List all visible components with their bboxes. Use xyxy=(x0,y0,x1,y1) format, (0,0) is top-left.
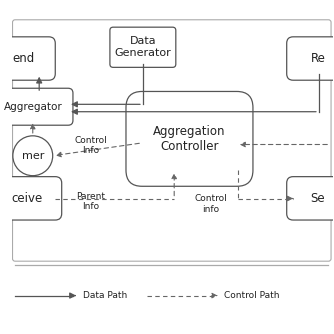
FancyBboxPatch shape xyxy=(12,20,331,261)
FancyBboxPatch shape xyxy=(110,27,176,67)
Text: end: end xyxy=(13,52,35,65)
FancyBboxPatch shape xyxy=(287,177,334,220)
Text: Aggregator: Aggregator xyxy=(4,102,63,112)
Text: Control
Info: Control Info xyxy=(74,136,107,155)
Text: Data
Generator: Data Generator xyxy=(115,36,171,58)
Text: Control Path: Control Path xyxy=(224,291,280,300)
Text: Re: Re xyxy=(311,52,325,65)
FancyBboxPatch shape xyxy=(287,37,334,80)
Text: Control
info: Control info xyxy=(195,194,227,214)
Text: mer: mer xyxy=(22,151,44,161)
Text: ceive: ceive xyxy=(11,192,43,205)
Text: Aggregation
Controller: Aggregation Controller xyxy=(153,125,226,153)
Text: Data Path: Data Path xyxy=(82,291,127,300)
FancyBboxPatch shape xyxy=(126,92,253,186)
FancyBboxPatch shape xyxy=(0,177,62,220)
Circle shape xyxy=(13,136,53,176)
FancyBboxPatch shape xyxy=(0,37,55,80)
FancyBboxPatch shape xyxy=(0,88,73,125)
Text: Se: Se xyxy=(311,192,325,205)
Text: Parent
Info: Parent Info xyxy=(76,192,105,211)
